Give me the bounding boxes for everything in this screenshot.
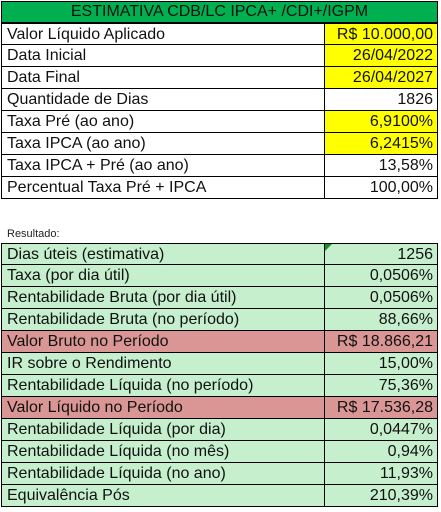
result-row: Rentabilidade Líquida (no ano) 11,93% (1, 463, 438, 485)
result-row: IR sobre o Rendimento 15,00% (1, 353, 438, 375)
input-row: Data Final 26/04/2027 (1, 67, 438, 89)
row-value[interactable]: 26/04/2022 (325, 45, 438, 66)
row-value[interactable]: 75,36% (325, 375, 438, 396)
input-row: Quantidade de Dias 1826 (1, 89, 438, 111)
row-value[interactable]: 11,93% (325, 463, 438, 484)
row-label[interactable]: Valor Líquido no Período (1, 397, 325, 418)
row-label[interactable]: Dias úteis (estimativa) (1, 244, 325, 264)
result-row: Rentabilidade Líquida (no período) 75,36% (1, 375, 438, 397)
result-row: Rentabilidade Bruta (no período) 88,66% (1, 309, 438, 331)
row-label[interactable]: Valor Líquido Aplicado (1, 24, 325, 44)
row-label[interactable]: Taxa Pré (ao ano) (1, 111, 325, 132)
row-label[interactable]: Data Inicial (1, 45, 325, 66)
row-value[interactable]: 0,0506% (325, 265, 438, 286)
input-row: Taxa IPCA (ao ano) 6,2415% (1, 133, 438, 155)
row-label[interactable]: Equivalência Pós (1, 485, 325, 506)
row-value[interactable]: 13,58% (325, 155, 438, 176)
result-row: Rentabilidade Bruta (por dia útil) 0,0506… (1, 287, 438, 309)
row-label[interactable]: Rentabilidade Líquida (no período) (1, 375, 325, 396)
row-value[interactable]: 0,94% (325, 441, 438, 462)
input-row: Percentual Taxa Pré + IPCA 100,00% (1, 177, 438, 199)
row-value[interactable]: 0,0447% (325, 419, 438, 440)
result-row: Dias úteis (estimativa) 1256 (1, 243, 438, 265)
row-value[interactable]: 26/04/2027 (325, 67, 438, 88)
result-row: Equivalência Pós 210,39% (1, 485, 438, 507)
row-value[interactable]: 0,0506% (325, 287, 438, 308)
result-row: Valor Líquido no Período R$ 17.536,28 (1, 397, 438, 419)
row-value[interactable]: 88,66% (325, 309, 438, 330)
input-row: Taxa Pré (ao ano) 6,9100% (1, 111, 438, 133)
input-row: Valor Líquido Aplicado R$ 10.000,00 (1, 23, 438, 45)
row-label[interactable]: Taxa IPCA + Pré (ao ano) (1, 155, 325, 176)
row-value[interactable]: R$ 18.866,21 (325, 331, 438, 352)
row-label[interactable]: Taxa (por dia útil) (1, 265, 325, 286)
row-label[interactable]: Rentabilidade Bruta (no período) (1, 309, 325, 330)
row-label[interactable]: Valor Bruto no Período (1, 331, 325, 352)
cell-note-indicator-icon (325, 244, 332, 251)
row-value[interactable]: R$ 17.536,28 (325, 397, 438, 418)
row-label[interactable]: Rentabilidade Líquida (no ano) (1, 463, 325, 484)
result-row: Rentabilidade Líquida (por dia) 0,0447% (1, 419, 438, 441)
row-value[interactable]: 210,39% (325, 485, 438, 506)
row-value[interactable]: R$ 10.000,00 (325, 24, 438, 44)
row-label[interactable]: Quantidade de Dias (1, 89, 325, 110)
sheet-title: ESTIMATIVA CDB/LC IPCA+ /CDI+/IGPM (1, 1, 438, 23)
input-row: Data Inicial 26/04/2022 (1, 45, 438, 67)
result-row: Valor Bruto no Período R$ 18.866,21 (1, 331, 438, 353)
result-row: Rentabilidade Líquida (no mês) 0,94% (1, 441, 438, 463)
row-label[interactable]: IR sobre o Rendimento (1, 353, 325, 374)
row-value[interactable]: 1826 (325, 89, 438, 110)
row-value[interactable]: 6,2415% (325, 133, 438, 154)
row-label[interactable]: Rentabilidade Bruta (por dia útil) (1, 287, 325, 308)
row-value[interactable]: 100,00% (325, 177, 438, 198)
row-value[interactable]: 15,00% (325, 353, 438, 374)
row-value[interactable]: 6,9100% (325, 111, 438, 132)
row-label[interactable]: Data Final (1, 67, 325, 88)
row-value[interactable]: 1256 (325, 244, 438, 264)
row-label[interactable]: Taxa IPCA (ao ano) (1, 133, 325, 154)
row-label[interactable]: Rentabilidade Líquida (por dia) (1, 419, 325, 440)
results-label: Resultado: (7, 228, 60, 240)
result-row: Taxa (por dia útil) 0,0506% (1, 265, 438, 287)
input-row: Taxa IPCA + Pré (ao ano) 13,58% (1, 155, 438, 177)
row-label[interactable]: Rentabilidade Líquida (no mês) (1, 441, 325, 462)
row-label[interactable]: Percentual Taxa Pré + IPCA (1, 177, 325, 198)
